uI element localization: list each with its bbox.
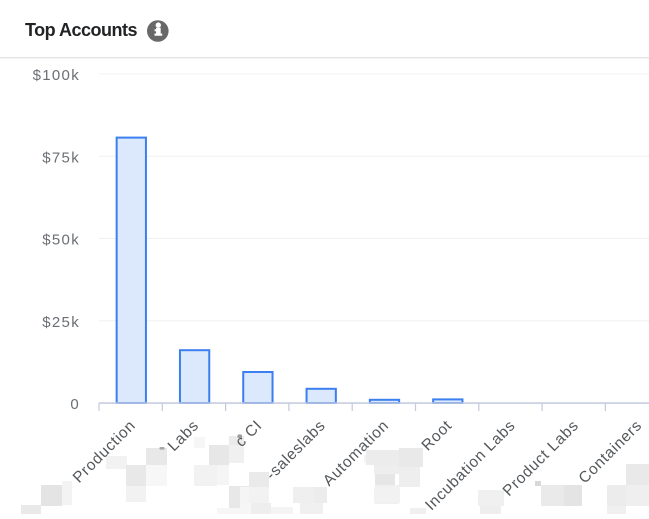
svg-text:0: 0 <box>70 396 80 413</box>
svg-text:$100k: $100k <box>33 67 80 84</box>
svg-text:$25k: $25k <box>42 314 80 331</box>
svg-text:$50k: $50k <box>42 232 80 249</box>
svg-text:Top Accounts: Top Accounts <box>25 20 137 40</box>
svg-text:$75k: $75k <box>42 149 80 166</box>
